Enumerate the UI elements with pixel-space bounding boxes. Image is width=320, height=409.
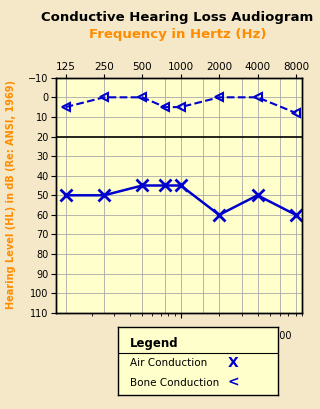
Text: Frequency in Hertz (Hz): Frequency in Hertz (Hz) [89,28,266,41]
Text: Air Conduction: Air Conduction [130,358,207,368]
Text: Bone Conduction: Bone Conduction [130,378,219,388]
Text: Legend: Legend [130,337,178,351]
Text: Conductive Hearing Loss Audiogram: Conductive Hearing Loss Audiogram [42,11,314,25]
Text: Hearing Level (HL) in dB (Re: ANSI, 1969): Hearing Level (HL) in dB (Re: ANSI, 1969… [6,80,16,309]
Text: 6000: 6000 [268,331,292,341]
Text: <: < [228,375,239,389]
Text: 750: 750 [156,331,174,341]
Text: 1500: 1500 [191,331,216,341]
Text: X: X [228,356,239,370]
Text: 3000: 3000 [229,331,254,341]
